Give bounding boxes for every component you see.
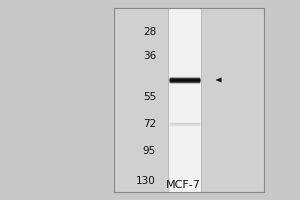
Text: 72: 72 (143, 119, 156, 129)
Text: 95: 95 (143, 146, 156, 156)
Bar (168, 8, 201, 192)
Polygon shape (216, 78, 221, 82)
Text: 130: 130 (136, 176, 156, 186)
Text: 36: 36 (143, 51, 156, 61)
Text: 28: 28 (143, 27, 156, 37)
Text: 55: 55 (143, 92, 156, 102)
Text: MCF-7: MCF-7 (166, 180, 200, 190)
